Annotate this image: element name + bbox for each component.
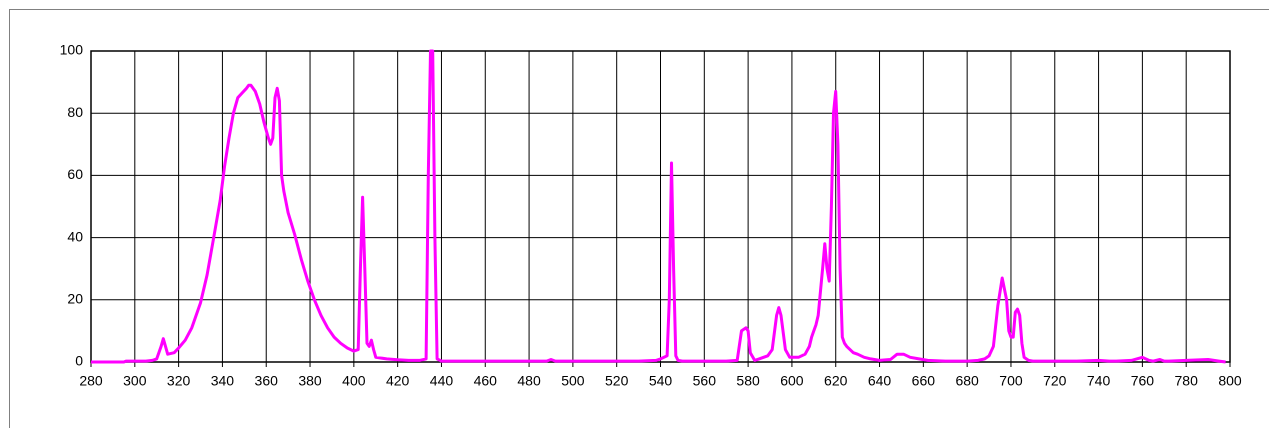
x-tick-label: 800 (1218, 373, 1242, 389)
x-tick-label: 380 (298, 373, 322, 389)
plot-frame (90, 50, 1231, 363)
x-tick-label: 760 (1131, 373, 1155, 389)
x-tick-label: 280 (79, 373, 103, 389)
x-tick-label: 520 (605, 373, 629, 389)
x-tick-label: 500 (561, 373, 585, 389)
x-tick-label: 540 (649, 373, 673, 389)
x-tick-label: 780 (1175, 373, 1199, 389)
x-tick-label: 660 (912, 373, 936, 389)
x-tick-label: 420 (386, 373, 410, 389)
outer-frame (9, 9, 1269, 428)
spectrum-line (91, 49, 1226, 364)
x-tick-label: 480 (517, 373, 541, 389)
x-tick-label: 600 (780, 373, 804, 389)
x-tick-label: 700 (999, 373, 1023, 389)
y-tick-label: 0 (75, 353, 83, 369)
x-tick-label: 340 (211, 373, 235, 389)
y-tick-label: 80 (67, 104, 83, 120)
x-tick-label: 740 (1087, 373, 1111, 389)
y-tick-label: 20 (67, 291, 83, 307)
x-tick-label: 400 (342, 373, 366, 389)
y-tick-label: 100 (60, 42, 84, 58)
x-tick-label: 320 (167, 373, 191, 389)
x-tick-label: 580 (736, 373, 760, 389)
x-tick-label: 360 (255, 373, 279, 389)
x-tick-label: 460 (474, 373, 498, 389)
y-tick-label: 60 (67, 166, 83, 182)
x-tick-label: 560 (693, 373, 717, 389)
x-tick-label: 440 (430, 373, 454, 389)
x-tick-label: 720 (1043, 373, 1067, 389)
x-tick-label: 300 (123, 373, 147, 389)
x-tick-label: 640 (868, 373, 892, 389)
x-tick-label: 620 (824, 373, 848, 389)
y-tick-label: 40 (67, 228, 83, 244)
x-tick-label: 680 (955, 373, 979, 389)
